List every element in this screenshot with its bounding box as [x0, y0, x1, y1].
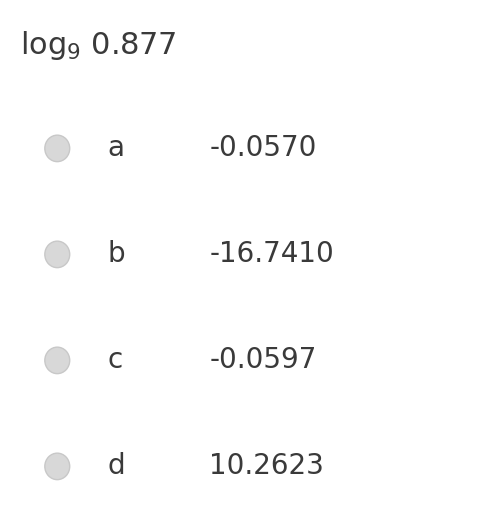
Text: c: c: [107, 347, 123, 374]
Text: 10.2623: 10.2623: [209, 453, 324, 480]
Text: -16.7410: -16.7410: [209, 241, 334, 268]
Text: -0.0597: -0.0597: [209, 347, 317, 374]
Text: a: a: [107, 135, 124, 162]
Circle shape: [45, 453, 70, 480]
Circle shape: [45, 135, 70, 162]
Text: d: d: [107, 453, 124, 480]
Text: -0.0570: -0.0570: [209, 135, 317, 162]
Circle shape: [45, 241, 70, 268]
Text: $\mathrm{log}_9$ 0.877: $\mathrm{log}_9$ 0.877: [20, 29, 176, 62]
Circle shape: [45, 347, 70, 374]
Text: b: b: [107, 241, 124, 268]
